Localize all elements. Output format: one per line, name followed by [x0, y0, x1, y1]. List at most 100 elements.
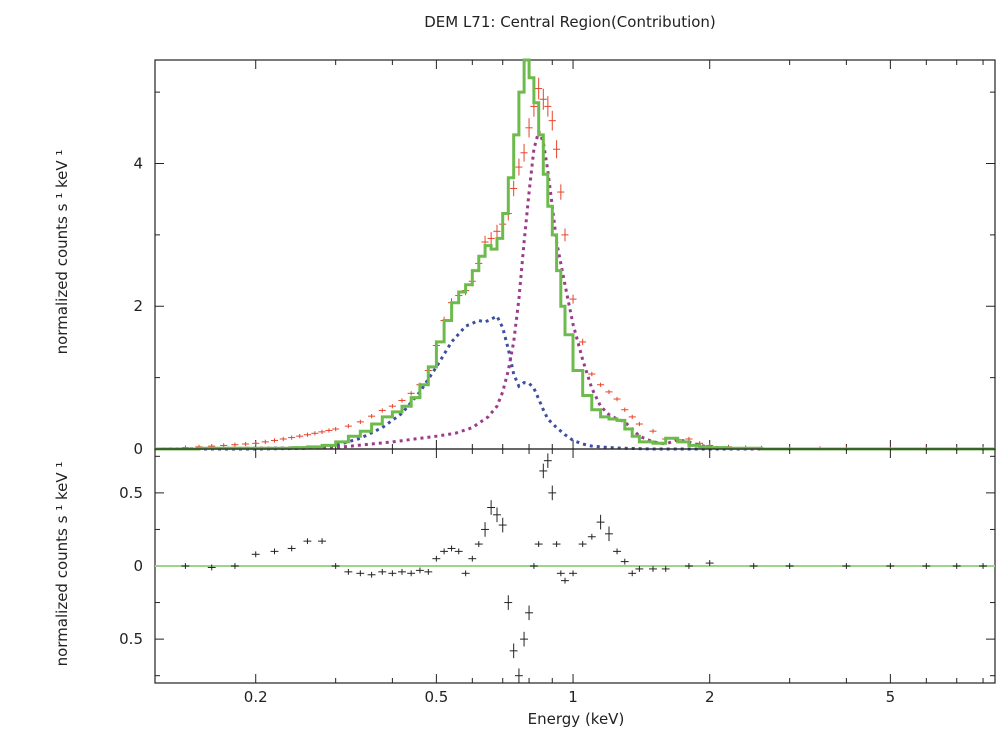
residual-point: [287, 545, 296, 552]
residual-point: [432, 555, 441, 562]
data-point: [548, 110, 556, 131]
residual-point: [509, 643, 518, 659]
data-point: [344, 424, 352, 429]
residual-panel: 0.2 0.5 1 2 5 0.5 0 0.5: [119, 448, 996, 706]
top-plot-frame: [154, 59, 996, 450]
residual-point: [569, 570, 577, 577]
data-point: [525, 118, 533, 138]
residual-point: [251, 551, 260, 558]
data-point: [325, 428, 333, 433]
residual-point: [561, 577, 569, 584]
residual-point: [344, 568, 353, 575]
data-point: [535, 77, 543, 100]
residual-point: [587, 533, 596, 540]
x-tick-label: 1: [568, 688, 578, 706]
residual-point: [635, 566, 644, 572]
residual-point: [461, 570, 470, 577]
data-point: [557, 184, 565, 200]
residual-point: [556, 570, 565, 577]
data-point: [261, 439, 269, 445]
data-point: [579, 338, 587, 346]
residual-point: [534, 541, 543, 547]
residual-point: [952, 563, 961, 569]
data-point: [561, 228, 569, 242]
x-tick-label: 5: [886, 688, 896, 706]
residual-point: [539, 463, 548, 479]
residual-point: [493, 507, 501, 523]
data-point: [296, 434, 304, 439]
y-tick-label: 0.5: [119, 630, 143, 648]
data-point: [487, 232, 495, 245]
residual-point: [487, 500, 496, 515]
residual-point: [367, 571, 376, 578]
residual-point: [661, 566, 670, 572]
data-point: [597, 382, 605, 387]
y-tick-label: 2: [133, 297, 143, 315]
data-point: [544, 96, 552, 117]
data-point: [520, 143, 528, 162]
top-panel: 0 2 4: [133, 58, 996, 458]
data-point: [332, 426, 340, 432]
residual-point: [548, 485, 557, 501]
data-point: [635, 421, 643, 427]
model-line: [155, 58, 995, 451]
data-point: [539, 88, 547, 110]
residual-point: [620, 558, 629, 565]
residual-point: [543, 453, 552, 469]
residual-point: [407, 570, 416, 577]
residual-point: [529, 563, 538, 569]
data-point: [303, 432, 311, 437]
residual-point: [552, 541, 561, 547]
residual-point: [440, 548, 449, 555]
residual-point: [886, 563, 895, 569]
data-point: [270, 438, 279, 443]
data-point: [649, 429, 657, 434]
data-point: [398, 398, 406, 403]
residual-point: [684, 563, 693, 569]
data-point: [407, 391, 415, 396]
residual-point: [525, 605, 533, 621]
residual-point: [474, 541, 483, 547]
component-1-line: [155, 314, 995, 451]
residual-point: [498, 517, 507, 533]
residual-point: [356, 570, 365, 577]
residual-point: [520, 631, 528, 647]
data-point: [356, 419, 364, 425]
data-point: [318, 429, 326, 435]
data-point: [252, 441, 260, 446]
x-tick-label: 2: [705, 688, 715, 706]
data-point: [605, 389, 613, 395]
data-point: [510, 180, 518, 197]
top-y-axis-title: normalized counts s ¹ keV ¹: [53, 150, 71, 355]
data-point: [231, 442, 239, 447]
residual-point: [181, 563, 190, 569]
residual-point: [979, 563, 987, 569]
data-point: [311, 431, 319, 436]
x-axis-title: Energy (keV): [528, 710, 625, 728]
residual-point: [628, 570, 637, 577]
residual-point: [649, 566, 657, 572]
residual-point: [230, 563, 239, 569]
data-point: [368, 414, 376, 419]
residual-point: [388, 570, 397, 577]
data-point: [493, 224, 501, 238]
data-point: [378, 408, 386, 413]
residual-point: [303, 538, 312, 545]
residual-point: [605, 526, 613, 542]
x-tick-label: 0.5: [424, 688, 448, 706]
y-tick-label: 0: [133, 557, 143, 575]
data-point: [288, 435, 296, 440]
residual-point: [514, 668, 523, 683]
residual-point: [270, 548, 279, 555]
data-point: [279, 436, 287, 442]
chart-title: DEM L71: Central Region(Contribution): [424, 13, 716, 31]
residual-point: [447, 545, 456, 552]
residual-point: [378, 568, 387, 575]
residual-point: [318, 538, 326, 545]
residual-point: [454, 548, 463, 555]
residual-point: [398, 568, 406, 575]
data-point: [613, 396, 621, 402]
data-point: [242, 441, 250, 447]
residual-point: [578, 541, 587, 547]
y-tick-label: 0.5: [119, 484, 143, 502]
